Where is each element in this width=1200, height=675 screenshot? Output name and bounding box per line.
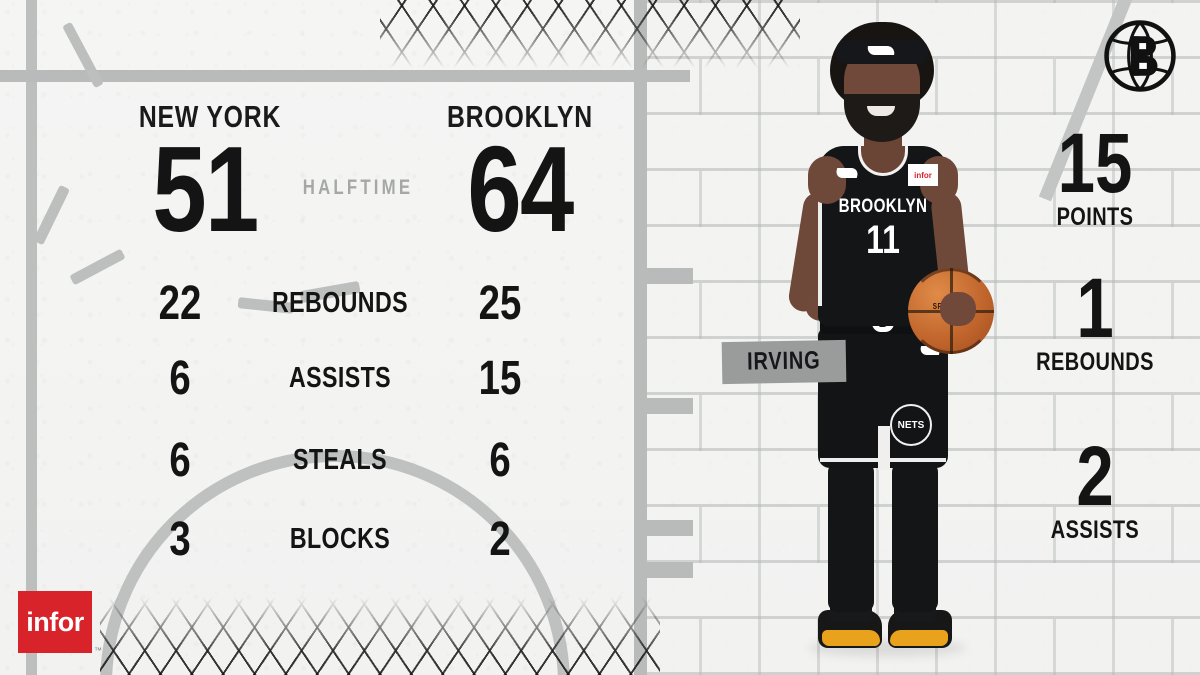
stat-label: STEALS: [293, 444, 387, 476]
nike-swoosh-jersey-icon: [834, 168, 860, 178]
jersey-trim-left: [818, 156, 822, 306]
court-hash-mark: [645, 268, 693, 284]
stat-home-value: 6: [169, 434, 191, 487]
net-crosshatch-bottom: [100, 597, 660, 675]
player-shorts-hem-right: [890, 458, 946, 462]
team-stat-row: 6 STEALS 6: [0, 437, 640, 497]
home-team-score: 51: [152, 121, 259, 257]
home-team-name: NEW YORK: [138, 99, 282, 134]
net-crosshatch-top: [380, 0, 800, 68]
nets-shorts-logo: [890, 404, 932, 446]
player-hand-right: [940, 292, 976, 326]
stat-home-value: 3: [169, 513, 191, 566]
infor-logo-text: infor: [26, 606, 84, 637]
court-hash-mark: [645, 520, 693, 536]
jersey-sponsor-patch: infor: [908, 164, 938, 186]
team-stat-row: 6 ASSISTS 15: [0, 355, 640, 415]
stat-label: BLOCKS: [289, 523, 391, 555]
stat-home-value: 22: [158, 277, 202, 330]
stat-away-value: 25: [478, 277, 522, 330]
player-photo-kyrie-irving: infor BROOKLYN 11 SPALDING: [712, 6, 1052, 666]
player-leg-left: [828, 462, 874, 612]
stat-away-value: 2: [489, 513, 511, 566]
player-leg-right: [892, 462, 938, 612]
player-stat-value: 1: [1076, 261, 1114, 355]
brooklyn-nets-logo-icon: [1102, 18, 1178, 94]
nike-swoosh-headband-icon: [866, 46, 896, 55]
player-stat-value: 15: [1057, 116, 1133, 210]
stat-away-value: 15: [478, 352, 522, 405]
stat-label: REBOUNDS: [272, 287, 408, 319]
team-stat-row: 3 BLOCKS 2: [0, 516, 640, 576]
jersey-number-text: 11: [866, 218, 900, 262]
court-lane-line-center: [634, 0, 647, 675]
infor-trademark-mark: ™: [94, 646, 102, 655]
team-stat-row: 22 REBOUNDS 25: [0, 280, 640, 340]
player-stat-block: 15 POINTS: [1000, 116, 1190, 232]
player-stat-label: ASSISTS: [1050, 515, 1140, 544]
jersey-sponsor-text: infor: [914, 170, 932, 180]
away-team-score: 64: [467, 121, 574, 257]
player-stat-label: REBOUNDS: [1036, 347, 1154, 376]
infor-sponsor-logo: infor: [18, 591, 92, 653]
player-stat-value: 2: [1076, 429, 1114, 523]
player-stat-label: POINTS: [1056, 202, 1134, 231]
jersey-city-text: BROOKLYN: [838, 196, 928, 217]
court-baseline-top: [0, 70, 690, 82]
court-hash-mark: [645, 398, 693, 414]
court-hash-mark: [645, 562, 693, 578]
player-smile: [867, 106, 895, 116]
player-beard: [844, 94, 920, 142]
basketball-seam: [908, 268, 994, 354]
game-status-label: HALFTIME: [302, 176, 414, 199]
stat-home-value: 6: [169, 352, 191, 405]
player-shoulder-left: [808, 156, 846, 204]
player-name-tag: IRVING: [721, 339, 847, 385]
stat-away-value: 6: [489, 434, 511, 487]
player-stat-block: 1 REBOUNDS: [1000, 261, 1190, 377]
away-team-name: BROOKLYN: [446, 99, 594, 134]
player-shorts-hem-left: [820, 458, 878, 462]
player-stat-block: 2 ASSISTS: [1000, 429, 1190, 545]
player-shorts-gap: [878, 426, 890, 470]
court-sideline-left: [26, 0, 37, 675]
stat-label: ASSISTS: [288, 362, 392, 394]
player-name-text: IRVING: [746, 346, 821, 376]
